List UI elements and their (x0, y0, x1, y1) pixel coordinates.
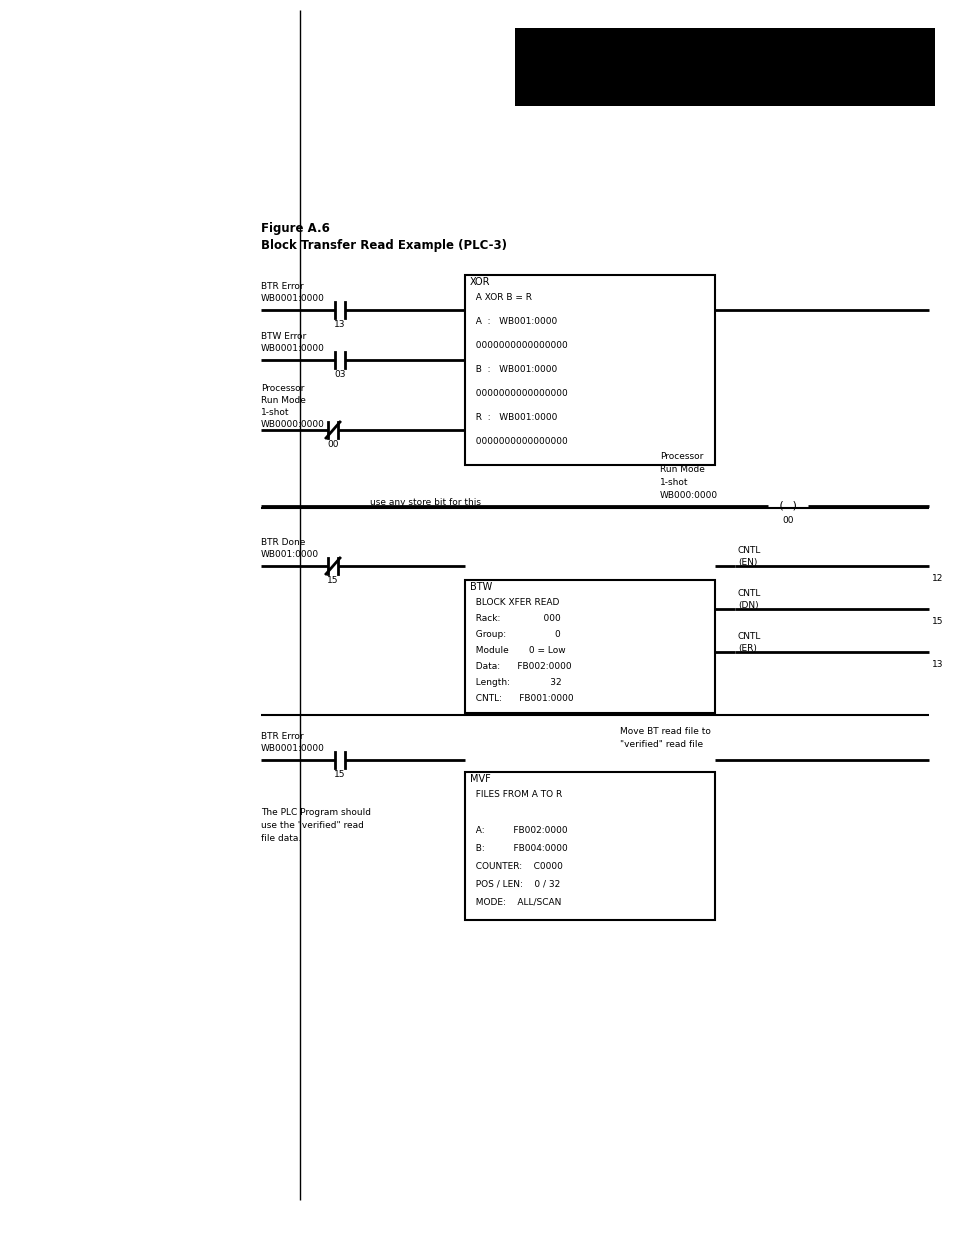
Bar (515, 28, 934, 106)
Text: 00: 00 (327, 440, 338, 450)
Text: WB000:0000: WB000:0000 (659, 492, 718, 500)
Text: XOR: XOR (470, 277, 490, 287)
Text: (EN): (EN) (738, 558, 757, 567)
Text: FILES FROM A TO R: FILES FROM A TO R (470, 790, 561, 799)
Text: WB0001:0000: WB0001:0000 (261, 345, 325, 353)
Text: CNTL:      FB001:0000: CNTL: FB001:0000 (470, 694, 573, 703)
Text: Run Mode: Run Mode (659, 466, 704, 474)
Text: 1-shot: 1-shot (261, 408, 289, 417)
Text: 15: 15 (327, 576, 338, 585)
Text: BTR Error: BTR Error (261, 282, 303, 291)
Text: POS / LEN:    0 / 32: POS / LEN: 0 / 32 (470, 881, 559, 889)
Text: Appendix A: Appendix A (526, 48, 624, 63)
Text: WB001:0000: WB001:0000 (261, 550, 319, 559)
Text: 0000000000000000: 0000000000000000 (470, 389, 567, 398)
Text: BTR Error: BTR Error (261, 732, 303, 741)
Text: 00: 00 (781, 516, 793, 525)
Text: use the "verified" read: use the "verified" read (261, 821, 363, 830)
Text: PLC Programming Considerations: PLC Programming Considerations (526, 68, 813, 83)
Text: WB0001:0000: WB0001:0000 (261, 294, 325, 303)
Bar (464, 275, 714, 466)
Text: WB0001:0000: WB0001:0000 (261, 743, 325, 753)
Text: The PLC Program should: The PLC Program should (261, 808, 371, 818)
Text: Processor: Processor (261, 384, 304, 393)
Text: 1-shot: 1-shot (659, 478, 688, 487)
Text: 03: 03 (334, 370, 345, 379)
Text: CNTL: CNTL (738, 546, 760, 555)
Text: 13: 13 (334, 320, 345, 329)
Text: BTW: BTW (470, 582, 492, 592)
Text: Module       0 = Low: Module 0 = Low (470, 646, 565, 655)
Text: Block Transfer Read Example (PLC-3): Block Transfer Read Example (PLC-3) (261, 240, 506, 252)
Text: BTW Error: BTW Error (261, 332, 306, 341)
Bar (464, 580, 714, 713)
Text: file data.: file data. (261, 834, 301, 844)
Text: (ER): (ER) (738, 643, 756, 653)
Text: 15: 15 (334, 769, 345, 779)
Text: CNTL: CNTL (738, 589, 760, 598)
Text: use any store bit for this: use any store bit for this (370, 498, 480, 508)
Text: "verified" read file: "verified" read file (619, 740, 702, 748)
Text: 15: 15 (931, 618, 943, 626)
Text: BLOCK XFER READ: BLOCK XFER READ (470, 598, 558, 606)
Text: Processor: Processor (659, 452, 702, 461)
Text: CNTL: CNTL (738, 632, 760, 641)
Bar (464, 772, 714, 920)
Text: Figure A.6: Figure A.6 (261, 222, 330, 235)
Text: COUNTER:    C0000: COUNTER: C0000 (470, 862, 562, 871)
Text: WB0000:0000: WB0000:0000 (261, 420, 325, 429)
Text: B  :   WB001:0000: B : WB001:0000 (470, 366, 557, 374)
Text: Move BT read file to: Move BT read file to (619, 727, 710, 736)
Text: Group:                 0: Group: 0 (470, 630, 560, 638)
Text: BTR Done: BTR Done (261, 538, 305, 547)
Text: R  :   WB001:0000: R : WB001:0000 (470, 412, 557, 422)
Text: MODE:    ALL/SCAN: MODE: ALL/SCAN (470, 898, 560, 906)
Text: A:          FB002:0000: A: FB002:0000 (470, 826, 567, 835)
Text: 0000000000000000: 0000000000000000 (470, 341, 567, 350)
Text: 0000000000000000: 0000000000000000 (470, 437, 567, 446)
Text: 13: 13 (931, 659, 943, 669)
Text: 12: 12 (931, 574, 943, 583)
Text: B:          FB004:0000: B: FB004:0000 (470, 844, 567, 853)
Text: (DN): (DN) (738, 601, 758, 610)
Text: Length:              32: Length: 32 (470, 678, 561, 687)
Text: ( ): ( ) (777, 501, 798, 511)
Text: Run Mode: Run Mode (261, 396, 306, 405)
Text: Data:      FB002:0000: Data: FB002:0000 (470, 662, 571, 671)
Text: A XOR B = R: A XOR B = R (470, 293, 532, 303)
Text: Rack:               000: Rack: 000 (470, 614, 560, 622)
Text: MVF: MVF (470, 774, 490, 784)
Text: A  :   WB001:0000: A : WB001:0000 (470, 317, 557, 326)
